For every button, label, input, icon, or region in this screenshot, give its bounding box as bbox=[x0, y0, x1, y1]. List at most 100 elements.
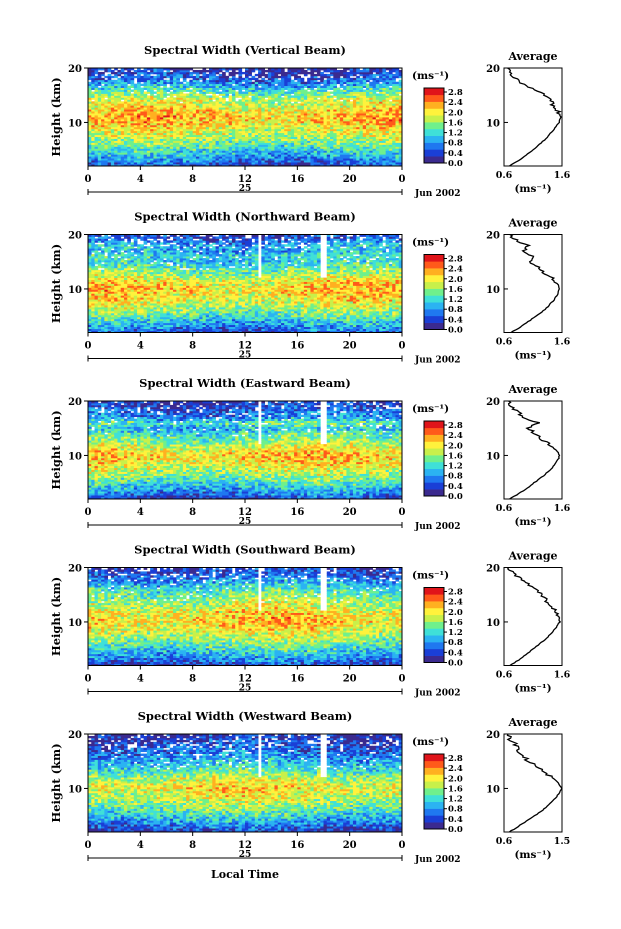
heatmap-cell bbox=[248, 144, 252, 147]
heatmap-cell bbox=[225, 144, 230, 147]
heatmap-cell bbox=[182, 101, 187, 104]
heatmap-cell bbox=[277, 79, 282, 83]
heatmap-cell bbox=[323, 136, 328, 139]
heatmap-cell bbox=[120, 105, 125, 108]
heatmap-cell bbox=[359, 77, 364, 81]
heatmap-cell bbox=[356, 87, 360, 90]
heatmap-cell bbox=[104, 136, 109, 139]
heatmap-cell bbox=[130, 136, 135, 139]
heatmap-cell bbox=[313, 126, 318, 130]
heatmap-cell bbox=[398, 107, 403, 110]
heatmap-cell bbox=[192, 117, 197, 120]
heatmap-cell bbox=[205, 85, 210, 88]
heatmap-cell bbox=[343, 160, 347, 163]
heatmap-cell bbox=[202, 128, 207, 132]
heatmap-cell bbox=[290, 132, 295, 136]
heatmap-cell bbox=[261, 150, 266, 153]
heatmap-cell bbox=[156, 142, 161, 145]
heatmap-cell bbox=[339, 126, 344, 130]
heatmap-cell bbox=[212, 154, 216, 157]
heatmap-cell bbox=[231, 134, 236, 137]
heatmap-cell bbox=[326, 115, 331, 118]
heatmap-cell bbox=[127, 109, 131, 112]
heatmap-cell bbox=[195, 136, 200, 139]
heatmap-cell bbox=[91, 87, 95, 90]
heatmap-cell bbox=[330, 81, 334, 85]
heatmap-cell bbox=[287, 132, 292, 136]
heatmap-cell bbox=[392, 134, 396, 137]
heatmap-cell bbox=[385, 111, 390, 114]
heatmap-cell bbox=[369, 111, 373, 114]
heatmap-cell bbox=[199, 113, 203, 116]
heatmap-cell bbox=[392, 158, 396, 161]
heatmap-cell bbox=[140, 75, 144, 79]
heatmap-cell bbox=[274, 91, 279, 94]
heatmap-cell bbox=[254, 105, 259, 108]
heatmap-cell bbox=[382, 134, 387, 137]
heatmap-cell bbox=[388, 128, 393, 132]
heatmap-cell bbox=[209, 164, 213, 167]
heatmap-cell bbox=[91, 113, 95, 116]
heatmap-cell bbox=[359, 91, 364, 94]
heatmap-cell bbox=[258, 79, 262, 83]
heatmap-cell bbox=[166, 160, 171, 163]
heatmap-cell bbox=[245, 93, 249, 96]
heatmap-cell bbox=[222, 83, 226, 87]
heatmap-cell bbox=[189, 113, 194, 116]
heatmap-cell bbox=[277, 95, 282, 98]
heatmap-cell bbox=[114, 79, 118, 83]
heatmap-cell bbox=[251, 93, 256, 96]
heatmap-cell bbox=[192, 156, 197, 159]
heatmap-cell bbox=[385, 138, 390, 141]
heatmap-cell bbox=[320, 156, 324, 159]
heatmap-cell bbox=[212, 107, 216, 110]
heatmap-cell bbox=[195, 105, 200, 108]
heatmap-cell bbox=[392, 109, 396, 112]
heatmap-cell bbox=[110, 136, 115, 139]
heatmap-cell bbox=[271, 95, 275, 98]
heatmap-cell bbox=[169, 128, 174, 132]
heatmap-cell bbox=[163, 101, 167, 104]
heatmap-cell bbox=[349, 148, 354, 151]
heatmap-cell bbox=[245, 117, 249, 120]
colorbar-tick-label: 1.2 bbox=[448, 129, 463, 139]
heatmap-cell bbox=[182, 144, 187, 147]
heatmap-cell bbox=[107, 118, 112, 122]
heatmap-cell bbox=[143, 150, 148, 153]
heatmap-cell bbox=[379, 126, 383, 130]
heatmap-cell bbox=[228, 97, 233, 100]
heatmap-cell bbox=[369, 148, 373, 151]
heatmap-cell bbox=[189, 103, 194, 106]
heatmap-cell bbox=[251, 117, 256, 120]
heatmap-cell bbox=[395, 85, 400, 88]
heatmap-cell bbox=[343, 150, 347, 153]
heatmap-cell bbox=[110, 95, 115, 98]
heatmap-cell bbox=[277, 164, 282, 167]
heatmap-cell bbox=[359, 142, 364, 145]
heatmap-cell bbox=[385, 156, 390, 159]
heatmap-cell bbox=[248, 113, 252, 116]
heatmap-cell bbox=[359, 152, 364, 155]
heatmap-cell bbox=[94, 103, 99, 106]
heatmap-cell bbox=[261, 132, 266, 136]
heatmap-cell bbox=[222, 162, 226, 165]
heatmap-cell bbox=[336, 97, 341, 100]
heatmap-cell bbox=[320, 160, 324, 163]
heatmap-cell bbox=[231, 138, 236, 141]
heatmap-cell bbox=[366, 148, 370, 151]
heatmap-cell bbox=[130, 120, 135, 124]
heatmap-cell bbox=[323, 140, 328, 143]
heatmap-cell bbox=[375, 134, 380, 137]
heatmap-cell bbox=[97, 97, 102, 100]
heatmap-cell bbox=[235, 142, 239, 145]
heatmap-cell bbox=[395, 107, 400, 110]
heatmap-cell bbox=[166, 103, 171, 106]
heatmap-cell bbox=[133, 146, 138, 149]
heatmap-cell bbox=[195, 160, 200, 163]
heatmap-cell bbox=[146, 101, 151, 104]
heatmap-cell bbox=[372, 95, 377, 98]
heatmap-cell bbox=[264, 87, 269, 90]
heatmap-cell bbox=[297, 148, 301, 151]
heatmap-cell bbox=[261, 111, 266, 114]
heatmap-cell bbox=[202, 103, 207, 106]
